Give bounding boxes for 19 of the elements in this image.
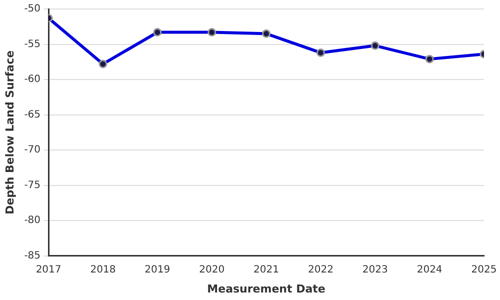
y-tick-label: -70 [24, 144, 41, 156]
y-tick-label: -80 [24, 215, 41, 226]
x-tick-label: 2018 [90, 264, 116, 276]
x-tick-label: 2025 [471, 264, 497, 276]
y-tick-label: -75 [24, 180, 41, 191]
y-tick-label: -65 [24, 109, 41, 120]
x-tick-label: 2021 [254, 264, 279, 276]
x-axis-title: Measurement Date [207, 282, 326, 296]
x-tick-label: 2020 [199, 264, 225, 276]
x-tick-label: 2019 [144, 264, 170, 276]
y-axis-title: Depth Below Land Surface [3, 50, 16, 214]
y-tick-label: -60 [24, 74, 41, 86]
y-tick-label: -50 [24, 4, 41, 15]
y-tick-label: -85 [24, 250, 41, 262]
x-tick-label: 2024 [416, 264, 442, 276]
y-tick-label: -55 [24, 38, 41, 50]
x-tick-label: 2017 [36, 264, 62, 276]
x-tick-label: 2022 [308, 264, 334, 276]
x-tick-label: 2023 [362, 264, 388, 276]
